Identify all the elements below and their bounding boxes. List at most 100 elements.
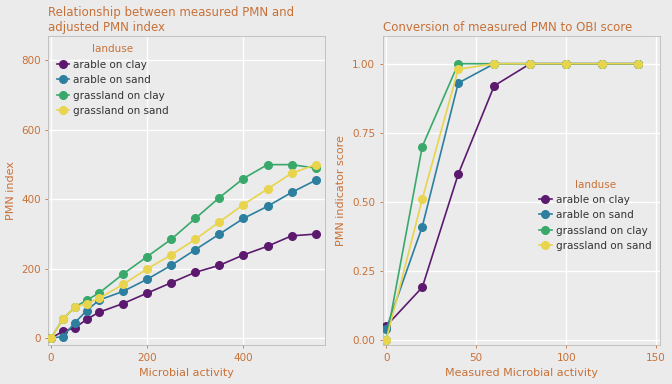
arable on sand xyxy=(526,61,534,66)
grassland on sand xyxy=(95,296,103,301)
Y-axis label: PMN indicator score: PMN indicator score xyxy=(337,135,346,246)
arable on sand xyxy=(215,232,223,237)
arable on sand xyxy=(143,277,151,281)
grassland on clay xyxy=(263,162,271,167)
grassland on sand xyxy=(167,253,175,257)
grassland on clay xyxy=(71,305,79,310)
grassland on clay xyxy=(95,291,103,295)
grassland on sand xyxy=(58,317,67,321)
arable on clay xyxy=(143,291,151,295)
Line: grassland on clay: grassland on clay xyxy=(47,161,319,342)
arable on sand xyxy=(192,247,200,252)
arable on clay xyxy=(215,263,223,268)
arable on sand xyxy=(312,178,320,182)
arable on sand xyxy=(454,81,462,85)
arable on clay xyxy=(382,324,390,328)
Legend: arable on clay, arable on sand, grassland on clay, grassland on sand: arable on clay, arable on sand, grasslan… xyxy=(54,41,172,119)
arable on sand xyxy=(288,190,296,195)
arable on clay xyxy=(288,233,296,238)
arable on clay xyxy=(312,232,320,237)
arable on clay xyxy=(95,310,103,314)
X-axis label: Microbial activity: Microbial activity xyxy=(139,368,235,379)
grassland on clay xyxy=(119,272,127,276)
grassland on clay xyxy=(47,336,55,341)
grassland on sand xyxy=(288,171,296,175)
arable on sand xyxy=(119,289,127,294)
arable on clay xyxy=(634,61,642,66)
arable on sand xyxy=(47,336,55,341)
grassland on clay xyxy=(143,254,151,259)
grassland on sand xyxy=(239,202,247,207)
grassland on sand xyxy=(143,266,151,271)
grassland on sand xyxy=(71,305,79,310)
grassland on sand xyxy=(263,187,271,191)
arable on clay xyxy=(418,285,426,290)
Legend: arable on clay, arable on sand, grassland on clay, grassland on sand: arable on clay, arable on sand, grasslan… xyxy=(536,176,655,255)
arable on clay xyxy=(58,329,67,334)
Line: grassland on sand: grassland on sand xyxy=(47,161,319,342)
arable on clay xyxy=(263,244,271,248)
arable on clay xyxy=(167,280,175,285)
arable on sand xyxy=(71,320,79,325)
grassland on sand xyxy=(119,282,127,287)
grassland on sand xyxy=(312,162,320,167)
grassland on sand xyxy=(562,61,570,66)
grassland on clay xyxy=(288,162,296,167)
Line: grassland on sand: grassland on sand xyxy=(382,60,642,344)
arable on sand xyxy=(239,216,247,221)
Y-axis label: PMN index: PMN index xyxy=(5,161,15,220)
grassland on sand xyxy=(454,67,462,71)
grassland on clay xyxy=(382,338,390,342)
grassland on sand xyxy=(526,61,534,66)
Line: arable on sand: arable on sand xyxy=(382,60,642,333)
grassland on clay xyxy=(454,61,462,66)
arable on clay xyxy=(119,301,127,306)
Line: arable on clay: arable on clay xyxy=(47,230,319,342)
grassland on clay xyxy=(634,61,642,66)
arable on sand xyxy=(598,61,606,66)
grassland on sand xyxy=(598,61,606,66)
arable on sand xyxy=(263,204,271,209)
Text: Conversion of measured PMN to OBI score: Conversion of measured PMN to OBI score xyxy=(383,21,632,33)
grassland on clay xyxy=(490,61,498,66)
arable on sand xyxy=(58,334,67,339)
grassland on sand xyxy=(490,61,498,66)
grassland on clay xyxy=(598,61,606,66)
Line: arable on clay: arable on clay xyxy=(382,60,642,330)
grassland on clay xyxy=(312,166,320,170)
grassland on sand xyxy=(47,336,55,341)
arable on clay xyxy=(490,83,498,88)
grassland on clay xyxy=(167,237,175,242)
grassland on clay xyxy=(239,176,247,181)
arable on sand xyxy=(382,326,390,331)
grassland on clay xyxy=(526,61,534,66)
arable on sand xyxy=(95,298,103,302)
arable on clay xyxy=(526,61,534,66)
grassland on clay xyxy=(215,195,223,200)
grassland on clay xyxy=(83,298,91,302)
arable on clay xyxy=(239,253,247,257)
Text: Relationship between measured PMN and
adjusted PMN index: Relationship between measured PMN and ad… xyxy=(48,5,294,33)
grassland on clay xyxy=(192,216,200,221)
arable on sand xyxy=(83,308,91,313)
arable on clay xyxy=(598,61,606,66)
arable on sand xyxy=(490,61,498,66)
arable on clay xyxy=(83,317,91,321)
grassland on sand xyxy=(215,220,223,224)
arable on clay xyxy=(562,61,570,66)
arable on sand xyxy=(418,224,426,229)
grassland on sand xyxy=(634,61,642,66)
arable on sand xyxy=(562,61,570,66)
grassland on sand xyxy=(382,338,390,342)
grassland on clay xyxy=(562,61,570,66)
grassland on clay xyxy=(58,317,67,321)
grassland on sand xyxy=(192,237,200,242)
grassland on clay xyxy=(418,144,426,149)
Line: arable on sand: arable on sand xyxy=(47,176,319,342)
arable on clay xyxy=(192,270,200,275)
arable on sand xyxy=(634,61,642,66)
arable on clay xyxy=(47,336,55,341)
grassland on sand xyxy=(83,301,91,306)
X-axis label: Measured Microbial activity: Measured Microbial activity xyxy=(445,368,597,379)
Line: grassland on clay: grassland on clay xyxy=(382,60,642,344)
